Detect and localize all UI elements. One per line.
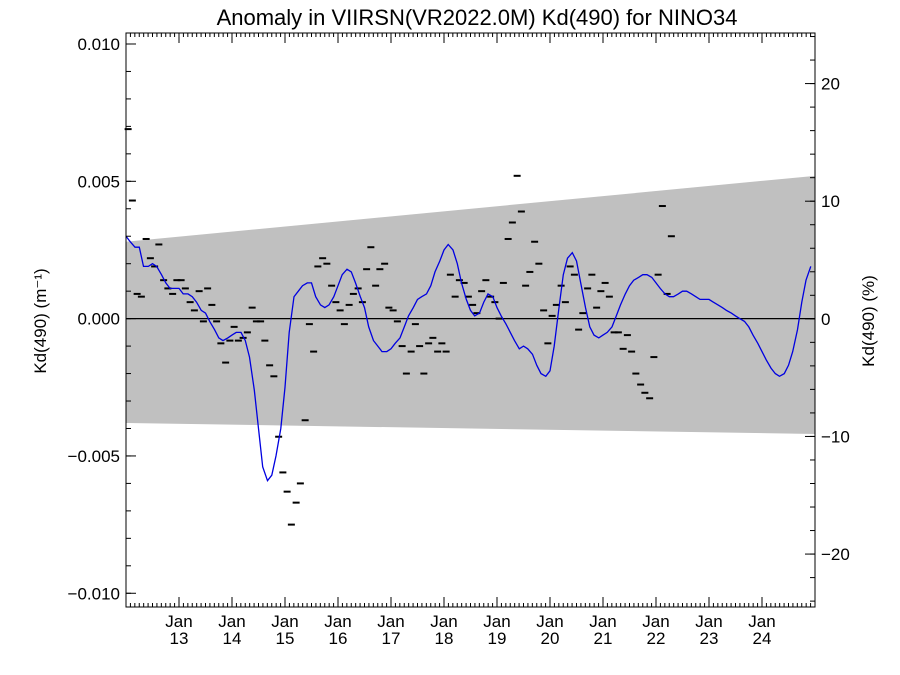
x-tick-label-month: Jan [324, 612, 351, 631]
x-tick-label-month: Jan [165, 612, 192, 631]
x-tick-label-year: 21 [594, 629, 613, 648]
x-tick-label-year: 19 [488, 629, 507, 648]
y-tick-label-right: 10 [821, 192, 840, 211]
y-tick-label-left: 0.005 [77, 172, 120, 191]
y-tick-label-left: 0.010 [77, 35, 120, 54]
x-tick-label-year: 15 [276, 629, 295, 648]
y-tick-label-left: −0.005 [68, 447, 120, 466]
x-tick-label-month: Jan [642, 612, 669, 631]
plot-area: 0.010 0.005 0.000 −0.005 −0.010 20 10 0 −10 −20 Ja… [68, 32, 850, 648]
y-tick-label-right: −20 [821, 545, 850, 564]
x-tick-label-year: 24 [753, 629, 772, 648]
y-tick-label-left: −0.010 [68, 584, 120, 603]
chart-title: Anomaly in VIIRSN(VR2022.0M) Kd(490) for… [217, 5, 738, 30]
x-tick-label-month: Jan [377, 612, 404, 631]
x-tick-label-year: 17 [382, 629, 401, 648]
y-tick-label-right: 20 [821, 75, 840, 94]
x-tick-label-month: Jan [589, 612, 616, 631]
x-tick-label-month: Jan [695, 612, 722, 631]
smoothed-line [125, 235, 812, 483]
y-tick-label-right: 0 [821, 310, 830, 329]
x-tick-label-month: Jan [536, 612, 563, 631]
x-tick-label-year: 18 [435, 629, 454, 648]
x-tick-label-year: 16 [329, 629, 348, 648]
x-tick-label-month: Jan [483, 612, 510, 631]
y-tick-label-left: 0.000 [77, 310, 120, 329]
y-tick-label-right: −10 [821, 427, 850, 446]
x-tick-label-month: Jan [748, 612, 775, 631]
x-tick-label-year: 23 [700, 629, 719, 648]
x-tick-label-year: 13 [170, 629, 189, 648]
x-tick-label-month: Jan [430, 612, 457, 631]
y-axis-label-right: Kd(490) (%) [859, 275, 878, 367]
x-tick-label-month: Jan [271, 612, 298, 631]
y-axis-label-left: Kd(490) (m⁻¹) [31, 268, 50, 373]
x-tick-label-year: 14 [223, 629, 242, 648]
x-tick-label-year: 22 [647, 629, 666, 648]
x-tick-label-year: 20 [541, 629, 560, 648]
x-tick-label-month: Jan [218, 612, 245, 631]
